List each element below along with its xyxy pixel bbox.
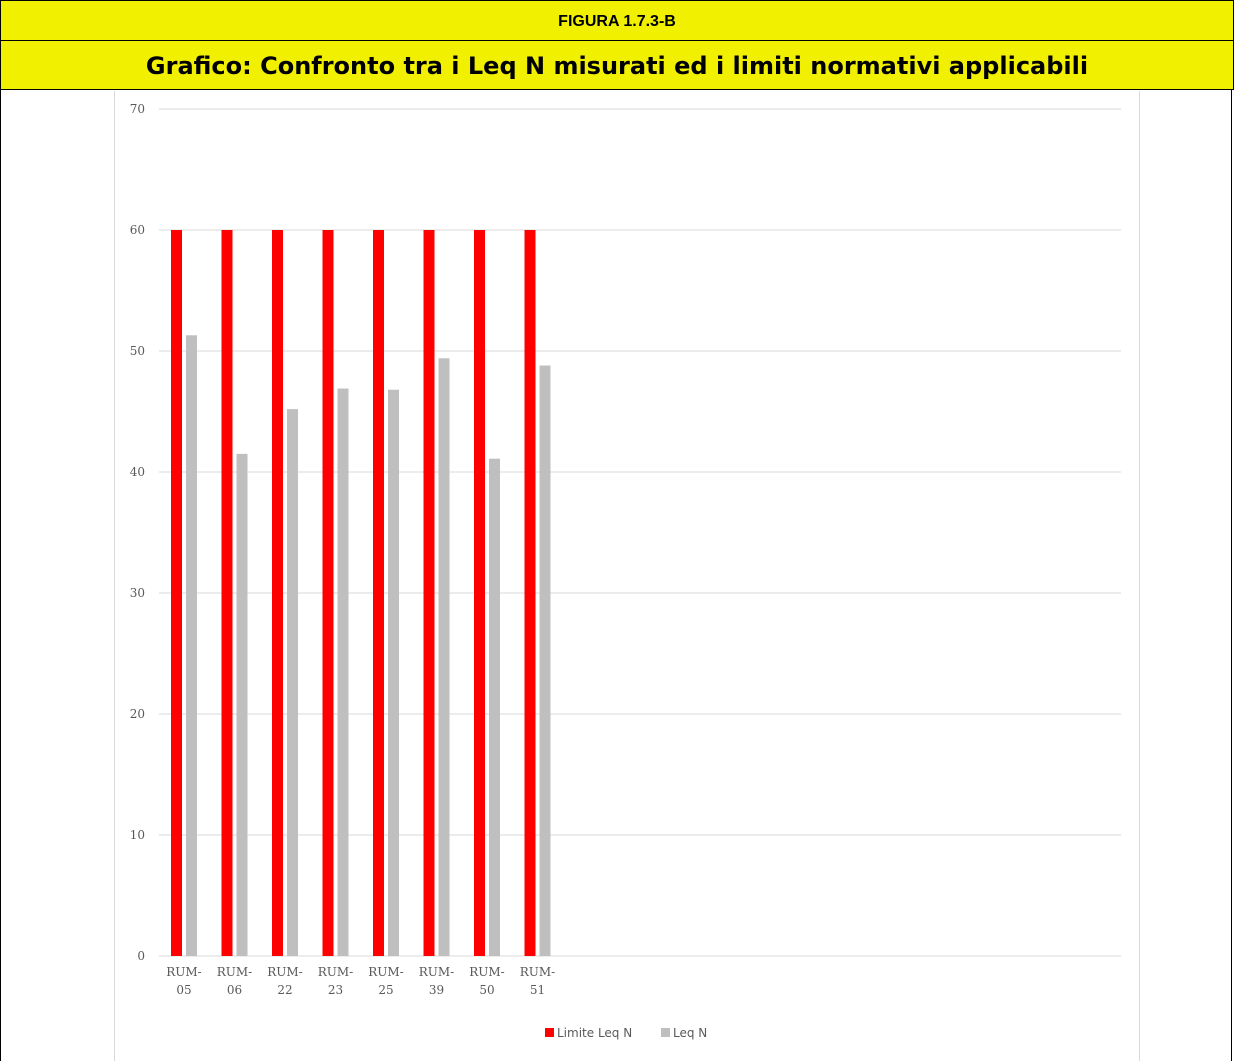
chart-area: 0 10 20 30 40 50 60 70 RUM- 05 RUM- 06 RUM- 22 RUM- 23 R… xyxy=(114,91,1140,1061)
bar-leq-n xyxy=(539,365,551,956)
x-tick-label: RUM- xyxy=(520,965,556,979)
bar-limite-leq-n xyxy=(272,230,283,956)
y-tick-label: 30 xyxy=(130,586,145,600)
bar-chart: 0 10 20 30 40 50 60 70 RUM- 05 RUM- 06 RUM- 22 RUM- 23 R… xyxy=(130,102,1121,1040)
bar-leq-n xyxy=(438,358,450,956)
x-tick-label: 06 xyxy=(227,983,242,997)
y-tick-label: 50 xyxy=(130,344,145,358)
bar-leq-n xyxy=(337,388,349,956)
y-tick-label: 70 xyxy=(130,102,145,116)
y-tick-label: 20 xyxy=(130,707,145,721)
bar-leq-n xyxy=(489,458,500,956)
x-tick-label: 50 xyxy=(479,983,494,997)
legend-label: Leq N xyxy=(673,1026,707,1040)
y-tick-label: 10 xyxy=(130,828,145,842)
bar-leq-n xyxy=(186,335,197,956)
y-tick-label: 60 xyxy=(130,223,145,237)
legend-swatch xyxy=(661,1028,670,1037)
y-tick-label: 40 xyxy=(130,465,145,479)
x-tick-label: 51 xyxy=(530,983,545,997)
x-tick-label: 22 xyxy=(277,983,292,997)
x-tick-label: 23 xyxy=(328,983,343,997)
x-tick-label: RUM- xyxy=(318,965,354,979)
x-tick-label: RUM- xyxy=(267,965,303,979)
bar-limite-leq-n xyxy=(373,230,384,956)
x-tick-label: RUM- xyxy=(217,965,253,979)
bar-leq-n xyxy=(388,389,399,957)
bar-limite-leq-n xyxy=(221,230,233,956)
x-tick-label: RUM- xyxy=(419,965,455,979)
legend-label: Limite Leq N xyxy=(557,1026,632,1040)
figure-title: Grafico: Confronto tra i Leq N misurati … xyxy=(0,40,1234,90)
bar-leq-n xyxy=(236,453,248,956)
y-tick-label: 0 xyxy=(137,949,145,963)
bar-limite-leq-n xyxy=(474,230,485,956)
bar-limite-leq-n xyxy=(423,230,435,956)
x-tick-label: RUM- xyxy=(166,965,202,979)
bar-limite-leq-n xyxy=(322,230,334,956)
x-tick-label: 05 xyxy=(176,983,191,997)
x-tick-label: RUM- xyxy=(368,965,404,979)
bar-leq-n xyxy=(287,409,298,957)
x-tick-label: 25 xyxy=(378,983,393,997)
x-tick-label: 39 xyxy=(429,983,444,997)
bar-limite-leq-n xyxy=(171,230,182,956)
figure-label: FIGURA 1.7.3-B xyxy=(0,0,1234,41)
legend-swatch xyxy=(545,1028,554,1037)
bar-limite-leq-n xyxy=(524,230,536,956)
x-tick-label: RUM- xyxy=(469,965,505,979)
